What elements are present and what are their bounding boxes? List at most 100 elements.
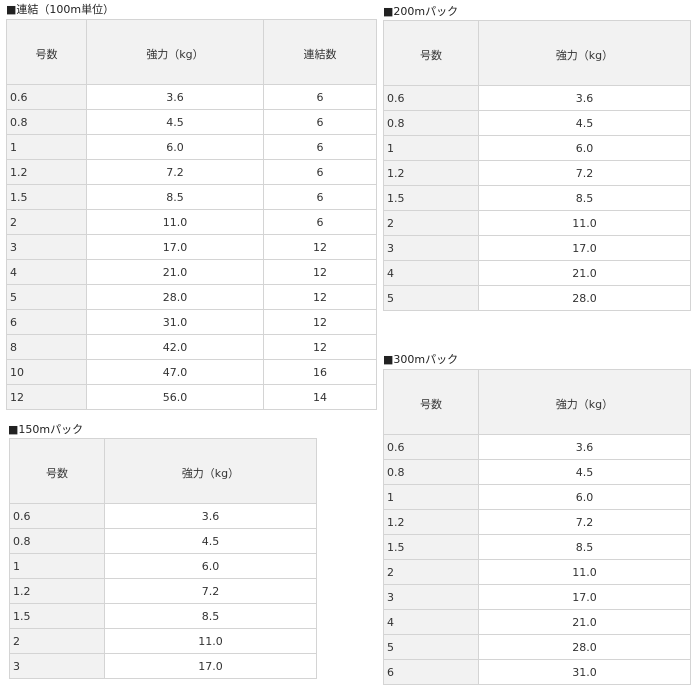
cell: 6 bbox=[263, 134, 377, 160]
cell: 6 bbox=[263, 109, 377, 135]
data-row: 0.6 3.6 bbox=[383, 434, 691, 460]
data-row: 5 28.0 12 bbox=[6, 284, 377, 310]
cell: 5 bbox=[383, 285, 479, 311]
cell: 0.6 bbox=[383, 85, 479, 111]
cell: 1.2 bbox=[383, 509, 479, 535]
header-cell: 強力（kg） bbox=[478, 369, 691, 435]
data-row: 1 6.0 bbox=[383, 484, 691, 510]
cell: 0.8 bbox=[383, 110, 479, 136]
cell: 2 bbox=[6, 209, 87, 235]
cell: 4.5 bbox=[478, 110, 691, 136]
data-row: 1.2 7.2 6 bbox=[6, 159, 377, 185]
header-cell: 号数 bbox=[9, 438, 105, 504]
spec-table: 号数 強力（kg） 連結数 0.6 3.6 6 0.8 4.5 6 1 6.0 6 1.2 7.2 6 1.5… bbox=[6, 19, 377, 410]
data-row: 2 11.0 bbox=[383, 210, 691, 236]
cell: 1 bbox=[6, 134, 87, 160]
cell: 1.5 bbox=[383, 534, 479, 560]
cell: 21.0 bbox=[86, 259, 264, 285]
cell: 28.0 bbox=[478, 285, 691, 311]
cell: 8.5 bbox=[478, 534, 691, 560]
spec-table: 号数 強力（kg） 0.6 3.6 0.8 4.5 1 6.0 1.2 7.2 1.5 8.5 2 11.… bbox=[9, 438, 317, 679]
cell: 0.8 bbox=[9, 528, 105, 554]
cell: 8.5 bbox=[478, 185, 691, 211]
cell: 8.5 bbox=[86, 184, 264, 210]
data-row: 5 28.0 bbox=[383, 285, 691, 311]
cell: 11.0 bbox=[478, 210, 691, 236]
cell: 2 bbox=[9, 628, 105, 654]
data-row: 0.8 4.5 bbox=[9, 528, 317, 554]
cell: 1.2 bbox=[9, 578, 105, 604]
cell: 3 bbox=[9, 653, 105, 679]
cell: 7.2 bbox=[478, 160, 691, 186]
cell: 0.6 bbox=[383, 434, 479, 460]
cell: 31.0 bbox=[478, 659, 691, 685]
header-cell: 号数 bbox=[6, 19, 87, 85]
data-row: 0.6 3.6 6 bbox=[6, 84, 377, 110]
cell: 12 bbox=[6, 384, 87, 410]
header-cell: 号数 bbox=[383, 369, 479, 435]
table-title: ■300mパック bbox=[383, 353, 459, 366]
header-cell: 強力（kg） bbox=[104, 438, 317, 504]
cell: 1 bbox=[383, 135, 479, 161]
data-row: 1.5 8.5 bbox=[9, 603, 317, 629]
cell: 31.0 bbox=[86, 309, 264, 335]
header-cell: 強力（kg） bbox=[86, 19, 264, 85]
cell: 2 bbox=[383, 559, 479, 585]
cell: 8 bbox=[6, 334, 87, 360]
cell: 7.2 bbox=[86, 159, 264, 185]
cell: 12 bbox=[263, 259, 377, 285]
data-row: 0.8 4.5 bbox=[383, 110, 691, 136]
data-row: 8 42.0 12 bbox=[6, 334, 377, 360]
cell: 6 bbox=[263, 84, 377, 110]
data-row: 1.5 8.5 bbox=[383, 185, 691, 211]
cell: 8.5 bbox=[104, 603, 317, 629]
cell: 17.0 bbox=[478, 584, 691, 610]
cell: 1.5 bbox=[6, 184, 87, 210]
data-row: 1.2 7.2 bbox=[9, 578, 317, 604]
data-row: 10 47.0 16 bbox=[6, 359, 377, 385]
header-cell: 号数 bbox=[383, 20, 479, 86]
cell: 3.6 bbox=[478, 434, 691, 460]
data-row: 1.5 8.5 bbox=[383, 534, 691, 560]
cell: 7.2 bbox=[104, 578, 317, 604]
cell: 6 bbox=[263, 184, 377, 210]
cell: 6.0 bbox=[478, 484, 691, 510]
data-row: 5 28.0 bbox=[383, 634, 691, 660]
data-row: 0.8 4.5 bbox=[383, 459, 691, 485]
table-title: ■200mパック bbox=[383, 5, 459, 18]
cell: 28.0 bbox=[86, 284, 264, 310]
cell: 1 bbox=[383, 484, 479, 510]
cell: 7.2 bbox=[478, 509, 691, 535]
cell: 12 bbox=[263, 309, 377, 335]
cell: 6 bbox=[263, 209, 377, 235]
data-row: 0.8 4.5 6 bbox=[6, 109, 377, 135]
data-row: 2 11.0 bbox=[383, 559, 691, 585]
table-title: ■150mパック bbox=[8, 423, 84, 436]
cell: 0.6 bbox=[9, 503, 105, 529]
cell: 12 bbox=[263, 334, 377, 360]
cell: 17.0 bbox=[478, 235, 691, 261]
data-row: 1 6.0 bbox=[9, 553, 317, 579]
cell: 2 bbox=[383, 210, 479, 236]
cell: 5 bbox=[383, 634, 479, 660]
cell: 17.0 bbox=[104, 653, 317, 679]
data-row: 2 11.0 bbox=[9, 628, 317, 654]
data-row: 1 6.0 6 bbox=[6, 134, 377, 160]
cell: 10 bbox=[6, 359, 87, 385]
data-row: 4 21.0 bbox=[383, 609, 691, 635]
cell: 6.0 bbox=[86, 134, 264, 160]
cell: 1.2 bbox=[6, 159, 87, 185]
cell: 42.0 bbox=[86, 334, 264, 360]
cell: 3 bbox=[383, 235, 479, 261]
header-cell: 連結数 bbox=[263, 19, 377, 85]
table-title: ■連結（100m単位） bbox=[6, 3, 115, 16]
cell: 3.6 bbox=[86, 84, 264, 110]
cell: 4 bbox=[383, 609, 479, 635]
header-row: 号数 強力（kg） bbox=[383, 369, 691, 435]
cell: 4.5 bbox=[478, 459, 691, 485]
cell: 1.5 bbox=[9, 603, 105, 629]
data-row: 12 56.0 14 bbox=[6, 384, 377, 410]
cell: 12 bbox=[263, 284, 377, 310]
header-row: 号数 強力（kg） bbox=[383, 20, 691, 86]
